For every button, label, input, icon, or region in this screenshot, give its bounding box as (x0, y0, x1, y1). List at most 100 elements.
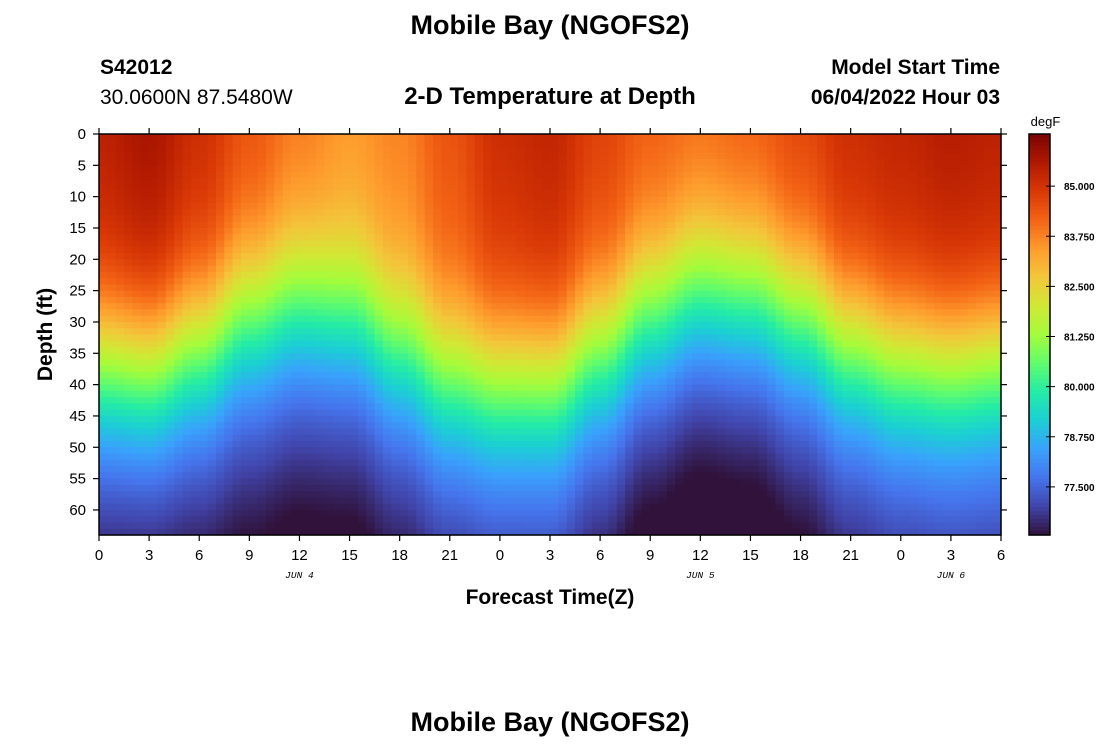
heatmap-cell (366, 378, 376, 386)
heatmap-cell (433, 303, 443, 311)
heatmap-cell (391, 221, 401, 229)
heatmap-cell (115, 491, 125, 499)
heatmap-cell (625, 271, 635, 279)
heatmap-cell (483, 353, 493, 361)
heatmap-cell (157, 246, 167, 254)
heatmap-cell (533, 284, 543, 292)
heatmap-cell (458, 415, 468, 423)
heatmap-cell (324, 328, 334, 336)
heatmap-cell (666, 390, 676, 398)
heatmap-cell (733, 359, 743, 367)
heatmap-cell (374, 365, 384, 373)
heatmap-cell (516, 491, 526, 499)
heatmap-cell (249, 177, 259, 185)
heatmap-cell (491, 409, 501, 417)
heatmap-cell (257, 453, 267, 461)
heatmap-cell (458, 196, 468, 204)
heatmap-cell (207, 159, 217, 166)
heatmap-cell (700, 246, 710, 254)
heatmap-cell (575, 315, 585, 323)
heatmap-cell (633, 321, 643, 329)
heatmap-cell (600, 365, 610, 373)
heatmap-cell (433, 190, 443, 198)
heatmap-cell (416, 409, 426, 417)
heatmap-cell (215, 378, 225, 386)
heatmap-cell (207, 347, 217, 354)
heatmap-cell (207, 509, 217, 517)
heatmap-cell (733, 134, 743, 141)
heatmap-cell (282, 290, 292, 298)
heatmap-cell (399, 390, 409, 398)
heatmap-cell (508, 484, 518, 492)
heatmap-cell (190, 447, 200, 455)
heatmap-cell (349, 516, 359, 524)
heatmap-cell (516, 259, 526, 267)
heatmap-cell (324, 221, 334, 229)
heatmap-cell (733, 253, 743, 260)
heatmap-cell (274, 253, 284, 260)
heatmap-cell (650, 340, 660, 348)
heatmap-cell (483, 415, 493, 423)
heatmap-cell (190, 177, 200, 185)
heatmap-cell (408, 240, 417, 248)
heatmap-cell (182, 296, 192, 304)
heatmap-cell (140, 484, 150, 492)
heatmap-cell (207, 278, 217, 285)
heatmap-cell (391, 497, 401, 505)
heatmap-cell (215, 497, 225, 505)
heatmap-cell (566, 484, 576, 492)
heatmap-cell (324, 390, 334, 398)
heatmap-cell (524, 384, 534, 392)
heatmap-cell (499, 378, 509, 386)
heatmap-cell (316, 428, 326, 436)
heatmap-cell (299, 390, 309, 398)
heatmap-cell (625, 146, 635, 154)
heatmap-cell (374, 309, 384, 317)
heatmap-cell (725, 378, 735, 386)
heatmap-cell (733, 422, 743, 430)
heatmap-cell (140, 447, 150, 455)
heatmap-cell (483, 365, 493, 373)
heatmap-cell (533, 253, 543, 260)
heatmap-cell (449, 215, 459, 223)
heatmap-cell (174, 390, 184, 398)
heatmap-cell (257, 353, 267, 361)
heatmap-cell (115, 447, 125, 455)
heatmap-cell (424, 478, 434, 486)
heatmap-cell (441, 290, 451, 298)
heatmap-cell (324, 403, 334, 411)
heatmap-cell (157, 390, 167, 398)
heatmap-cell (583, 234, 593, 242)
heatmap-cell (474, 491, 484, 499)
heatmap-cell (332, 516, 342, 524)
heatmap-cell (257, 146, 267, 154)
heatmap-cell (516, 215, 526, 223)
heatmap-cell (424, 209, 434, 217)
heatmap-cell (215, 334, 225, 342)
heatmap-cell (165, 509, 175, 517)
heatmap-cell (575, 259, 585, 267)
heatmap-cell (240, 303, 250, 311)
heatmap-cell (625, 516, 635, 524)
heatmap-cell (600, 227, 610, 235)
heatmap-cell (441, 321, 451, 329)
heatmap-cell (357, 447, 367, 455)
heatmap-cell (508, 152, 518, 160)
heatmap-cell (240, 152, 250, 160)
heatmap-cell (683, 278, 693, 285)
heatmap-cell (174, 146, 184, 154)
heatmap-cell (566, 390, 576, 398)
heatmap-cell (316, 134, 326, 141)
heatmap-cell (533, 466, 543, 473)
heatmap-cell (516, 503, 526, 511)
heatmap-cell (608, 309, 618, 317)
heatmap-cell (658, 146, 668, 154)
heatmap-cell (733, 397, 743, 405)
heatmap-cell (382, 328, 392, 336)
heatmap-cell (550, 234, 559, 242)
heatmap-cell (215, 516, 225, 524)
heatmap-cell (575, 447, 585, 455)
heatmap-cell (416, 453, 426, 461)
heatmap-cell (316, 190, 326, 198)
heatmap-cell (575, 403, 585, 411)
